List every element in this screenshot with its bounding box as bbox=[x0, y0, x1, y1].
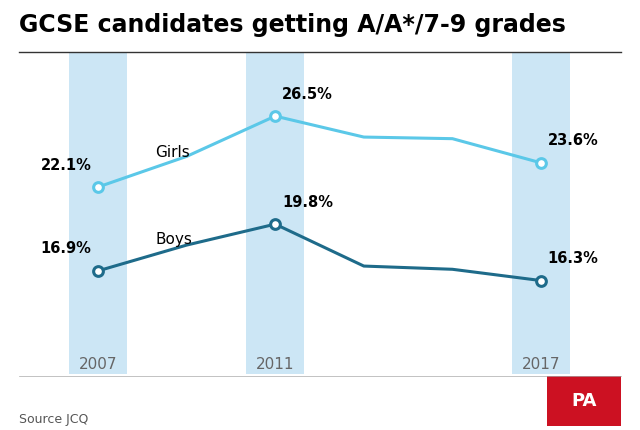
Text: 16.3%: 16.3% bbox=[548, 251, 598, 266]
Text: PA: PA bbox=[572, 392, 596, 410]
Text: 2017: 2017 bbox=[522, 357, 560, 372]
Text: 22.1%: 22.1% bbox=[40, 157, 92, 172]
Text: 2007: 2007 bbox=[79, 357, 117, 372]
Text: 26.5%: 26.5% bbox=[282, 86, 333, 101]
Text: 23.6%: 23.6% bbox=[548, 133, 598, 148]
Bar bbox=[512, 52, 570, 374]
Text: Girls: Girls bbox=[156, 144, 190, 160]
Text: 16.9%: 16.9% bbox=[40, 241, 92, 256]
Text: GCSE candidates getting A/A*/7-9 grades: GCSE candidates getting A/A*/7-9 grades bbox=[19, 13, 566, 37]
Text: Source JCQ: Source JCQ bbox=[19, 413, 88, 426]
Text: Boys: Boys bbox=[156, 232, 193, 247]
Text: 19.8%: 19.8% bbox=[282, 195, 333, 210]
Text: 2011: 2011 bbox=[256, 357, 294, 372]
Bar bbox=[69, 52, 127, 374]
Bar bbox=[246, 52, 304, 374]
